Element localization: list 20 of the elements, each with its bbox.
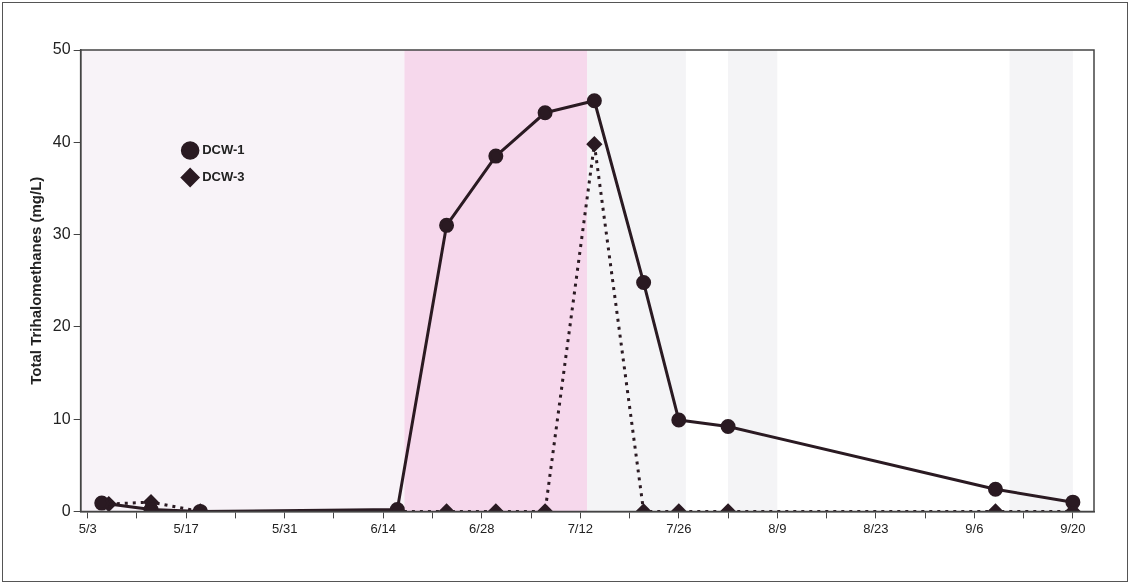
x-tick-label: 8/23 <box>863 520 889 536</box>
y-tick-label: 20 <box>52 317 71 335</box>
x-tick-label: 5/17 <box>173 520 199 536</box>
y-axis-title: Total Trihalomethanes (mg/L) <box>26 176 44 385</box>
x-tick-label: 6/14 <box>370 520 396 536</box>
legend-label: DCW-1 <box>202 142 245 158</box>
x-tick-label: 5/31 <box>272 520 298 536</box>
y-tick-label: 30 <box>52 224 71 242</box>
x-tick-label: 6/28 <box>469 520 495 536</box>
y-tick-label: 50 <box>52 40 71 58</box>
y-tick-label: 0 <box>61 501 71 519</box>
y-tick-label: 10 <box>52 409 71 427</box>
x-tick-label: 7/12 <box>567 520 593 536</box>
x-tick-label: 9/6 <box>965 520 984 536</box>
x-tick-label: 9/20 <box>1060 520 1086 536</box>
x-tick-label: 8/9 <box>768 520 787 536</box>
legend-label: DCW-3 <box>202 169 245 185</box>
y-tick-label: 40 <box>52 132 71 150</box>
x-tick-label: 7/26 <box>666 520 692 536</box>
x-tick-label: 5/3 <box>78 520 97 536</box>
